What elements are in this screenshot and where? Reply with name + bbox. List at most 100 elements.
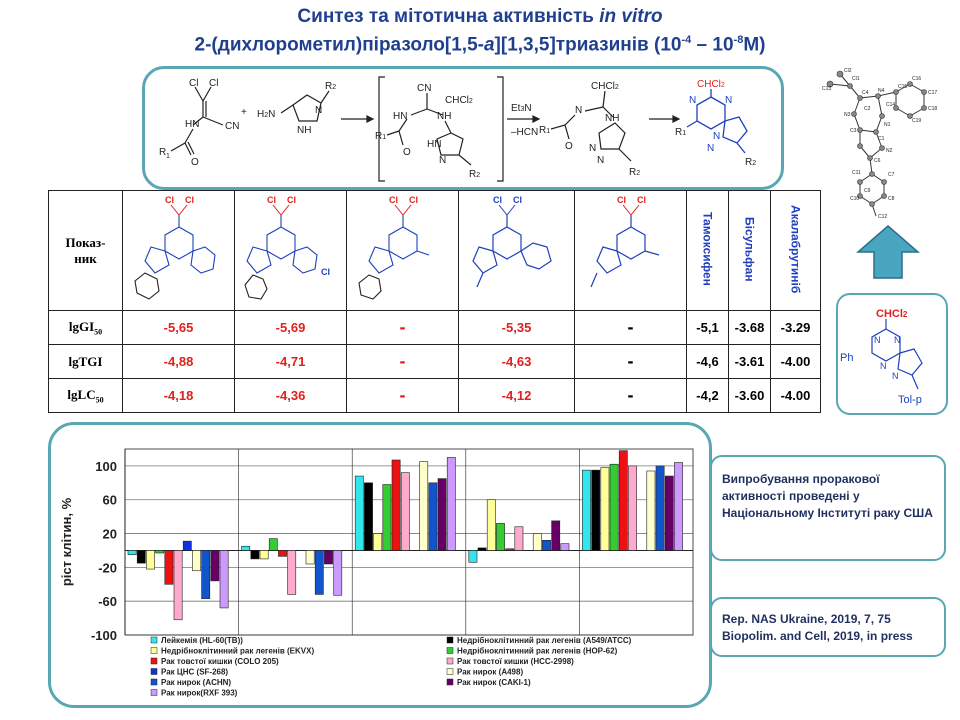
legend-label: Рак нирок (ACHN) (161, 678, 231, 687)
xray-label: C3 (850, 128, 857, 134)
bar (542, 540, 551, 551)
xray-label: N2 (886, 148, 893, 154)
bar (333, 550, 343, 596)
legend-swatch (150, 668, 158, 675)
xray-label: C9 (864, 188, 871, 194)
bar (219, 550, 229, 609)
legend-label: Недрібноклітинний рак легенів (EKVX) (161, 647, 314, 656)
scheme-cn-1: CN (225, 121, 239, 132)
scheme-p2-n3: N (713, 131, 720, 142)
legend-swatch (150, 657, 158, 665)
scheme-hn-1: HN (185, 119, 199, 130)
bar (428, 482, 438, 551)
scheme-p1-chcl2: CHCl2 (591, 81, 619, 92)
drug-tamoxifen: Тамоксифен (686, 190, 729, 311)
legend-label: Рак нирок (CAKI-1) (457, 678, 531, 687)
scheme-p1-n2: N (589, 143, 596, 154)
scheme-p2-n1: N (725, 95, 732, 106)
xray-label: Cl2 (844, 68, 852, 74)
xray-label: C2 (864, 106, 871, 112)
compound-1-structure: Cl Cl (122, 190, 235, 311)
reference-2: Biopolim. and Cell, 2019, in press (722, 629, 913, 643)
scheme-et3n: Et3N (511, 103, 532, 114)
xray-label: C18 (928, 106, 937, 112)
compound-5-svg: Cl Cl (589, 195, 659, 288)
bar (278, 550, 287, 557)
ph-tol-structure-panel: CHCl2 Ph Tol-p N N N N (836, 293, 948, 415)
legend-swatch (150, 636, 158, 644)
bar (287, 550, 297, 595)
bar (446, 457, 456, 551)
growth-chart-panel: 100 60 20 -20 -60 -100 ріст клітин, % Лейкемія … (48, 422, 712, 708)
ph-n-1: N (874, 335, 881, 345)
bar (551, 520, 561, 551)
bar (468, 550, 478, 563)
legend-swatch (446, 657, 454, 665)
xray-label: C19 (912, 118, 921, 124)
bar (305, 550, 315, 565)
bar (192, 550, 201, 572)
tol-label: Tol-p (898, 394, 922, 406)
compound-2-cl-a: Cl (267, 195, 276, 205)
scheme-p2-chcl2: CHCl2 (697, 79, 725, 90)
reaction-scheme-panel: Cl Cl HN CN R 1 O + H2N R2 N NH CN CHCl2… (142, 66, 784, 190)
ph-top-chcl2: CHCl2 (876, 308, 908, 320)
table-cell: - (574, 310, 687, 345)
xray-label: C6 (874, 158, 881, 164)
growth-chart: 100 60 20 -20 -60 -100 ріст клітин, % Лейкемія … (59, 448, 694, 698)
title-line-1: Синтез та мітотична активність in vitro (297, 6, 663, 27)
y-tick-label: 60 (103, 493, 117, 508)
compound-4-svg: Cl Cl (471, 195, 552, 288)
bar (400, 472, 410, 551)
xray-structure: Cl2 Cl1 C13 C4 N4 C15 C16 C17 C14 C18 C1… (822, 68, 937, 220)
bar (391, 459, 401, 551)
xray-label: C16 (912, 76, 921, 82)
scheme-minus-hcn: –HCN (511, 127, 538, 138)
legend-swatch (446, 647, 454, 654)
scheme-p1-n: N (575, 105, 582, 116)
table-cell: -5,1 (686, 310, 729, 345)
bar (164, 550, 174, 585)
xray-label: C10 (850, 196, 859, 202)
table-cell: - (574, 378, 687, 413)
scheme-cl-1: Cl (189, 78, 198, 89)
bar (600, 467, 610, 551)
title-line-2: 2-(дихлорометил)піразоло[1,5-a][1,3,5]тр… (194, 34, 766, 56)
bar (182, 540, 192, 551)
y-tick-label: 20 (103, 527, 117, 542)
table-cell: -4.00 (770, 378, 821, 413)
scheme-p2-n2: N (689, 95, 696, 106)
scheme-n-1: N (315, 105, 322, 116)
xray-label: C7 (888, 172, 895, 178)
bar (532, 533, 542, 551)
scheme-o-1: O (191, 157, 199, 168)
legend-label: Рак товстої кишки (COLO 205) (161, 657, 279, 666)
scheme-int-chcl2: CHCl2 (445, 95, 473, 106)
bar (477, 547, 487, 551)
bar (560, 543, 570, 551)
table-cell: -4,12 (458, 378, 575, 413)
scheme-int-nh: NH (437, 111, 451, 122)
legend-swatch (446, 678, 454, 686)
legend-swatch (446, 636, 454, 644)
scheme-nh-1: NH (297, 125, 311, 136)
scheme-p2-n4: N (707, 143, 714, 154)
bar (268, 538, 278, 551)
y-tick-label: -20 (98, 560, 117, 575)
table-cell: -5,35 (458, 310, 575, 345)
table-cell: -3.60 (728, 378, 771, 413)
bar (155, 550, 165, 554)
scheme-p1-nh: NH (605, 113, 619, 124)
bar (655, 465, 665, 551)
compound-3-cl-b: Cl (409, 195, 418, 205)
scheme-int-r1: R1 (375, 131, 386, 142)
bar (419, 461, 429, 551)
row-header-label: Показ- ник (48, 190, 123, 311)
reference-1: Rep. NAS Ukraine, 2019, 7, 75 (722, 612, 891, 626)
scheme-p1-r2: R2 (629, 167, 640, 178)
compound-2-cl-c: Cl (321, 267, 330, 277)
drug-busulfan: Бісульфан (728, 190, 771, 311)
bar (582, 469, 591, 551)
bar (646, 470, 656, 551)
legend-swatch (150, 647, 158, 654)
